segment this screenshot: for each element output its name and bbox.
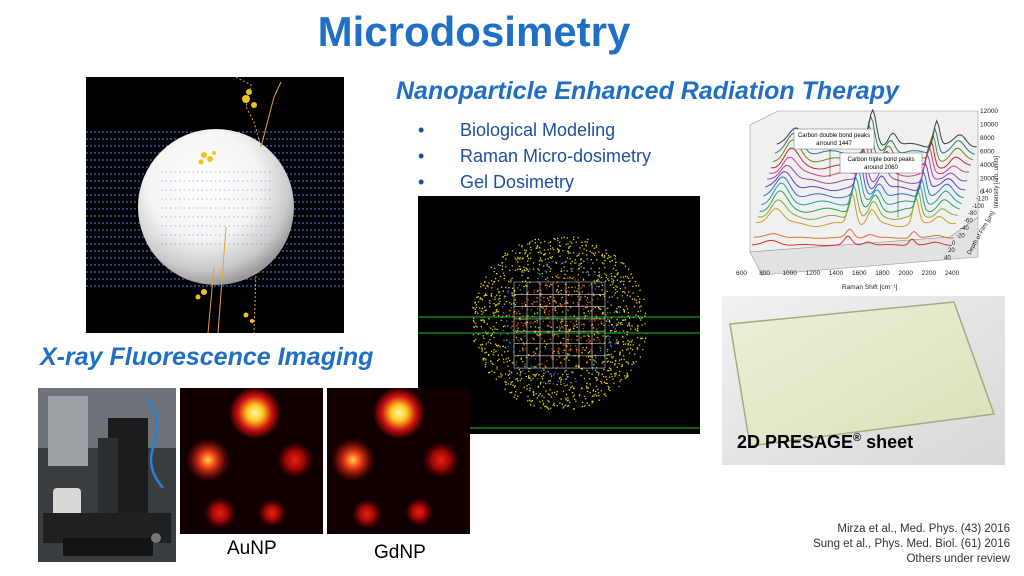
simulation-sphere-image bbox=[86, 77, 344, 333]
presage-label-suffix: sheet bbox=[861, 432, 914, 452]
gdnp-fluorescence-map bbox=[327, 388, 470, 534]
raman-x-tick: 2000 bbox=[898, 270, 913, 277]
presage-label-text: 2D PRESAGE bbox=[737, 432, 854, 452]
raman-x-tick: 600 bbox=[736, 270, 747, 277]
gdnp-caption: GdNP bbox=[374, 542, 426, 563]
slide-title: Microdosimetry bbox=[317, 8, 631, 55]
bullet-list: • Biological Modeling • Raman Micro-dosime… bbox=[418, 117, 651, 195]
raman-x-tick: 1600 bbox=[852, 270, 867, 277]
raman-spectrum-line bbox=[755, 190, 956, 228]
aunp-fluorescence-map bbox=[180, 388, 323, 534]
bullet-text: Biological Modeling bbox=[460, 120, 616, 140]
annotation-line: Carbon double bond peaks bbox=[798, 133, 870, 139]
aunp-caption: AuNP bbox=[227, 538, 277, 559]
raman-z-tick: 12000 bbox=[980, 108, 998, 115]
xray-fluorescence-heading: X-ray Fluorescence Imaging bbox=[40, 343, 374, 371]
annotation-line: Carbon triple bond peaks bbox=[847, 157, 914, 163]
bullet-item: • Raman Micro-dosimetry bbox=[418, 143, 651, 169]
raman-spectrum-line bbox=[759, 175, 960, 213]
raman-y-tick: 20 bbox=[948, 248, 955, 254]
raman-y-tick: -120 bbox=[976, 196, 989, 202]
reference-line: Others under review bbox=[906, 553, 1010, 565]
raman-x-tick: 1000 bbox=[782, 270, 797, 277]
presage-label: 2D PRESAGE® sheet bbox=[737, 432, 913, 453]
raman-z-tick: 0 bbox=[980, 189, 984, 196]
bullet-item: • Gel Dosimetry bbox=[418, 169, 651, 195]
xrf-setup-photo bbox=[38, 388, 176, 562]
raman-x-tick: 800 bbox=[759, 270, 770, 277]
raman-spectrum-line bbox=[763, 158, 964, 199]
registered-mark: ® bbox=[853, 432, 862, 444]
bullet-glyph: • bbox=[418, 146, 425, 166]
bullet-text: Raman Micro-dosimetry bbox=[460, 146, 652, 166]
raman-spectrum-line bbox=[774, 115, 975, 156]
raman-y-tick: 40 bbox=[944, 256, 951, 262]
raman-3d-plot: Carbon double bond peaks arround 1447 Ca… bbox=[722, 107, 1006, 294]
raman-annotation: Carbon double bond peaks arround 1447 Ca… bbox=[793, 128, 923, 217]
raman-x-tick: 1800 bbox=[875, 270, 890, 277]
annotation-line: arround 1447 bbox=[816, 141, 852, 147]
raman-z-tick: 10000 bbox=[980, 122, 998, 129]
raman-y-tick: -140 bbox=[980, 189, 993, 195]
reference-line: Sung et al., Phys. Med. Biol. (61) 2016 bbox=[813, 538, 1010, 550]
nanoparticle-heading: Nanoparticle Enhanced Radiation Therapy bbox=[396, 77, 899, 105]
raman-z-tick: 8000 bbox=[980, 135, 995, 142]
bullet-glyph: • bbox=[418, 172, 425, 192]
raman-x-tick: 1200 bbox=[806, 270, 821, 277]
raman-y-tick: -20 bbox=[956, 233, 965, 239]
raman-z-label: Intensity [arb. units] bbox=[994, 156, 1000, 208]
raman-z-tick: 6000 bbox=[980, 149, 995, 156]
raman-x-label: Raman Shift [cm⁻¹] bbox=[842, 284, 898, 291]
raman-y-tick: -80 bbox=[968, 211, 977, 217]
presage-sheet-photo bbox=[722, 296, 1005, 465]
bullet-glyph: • bbox=[418, 120, 425, 140]
annotation-line: around 2060 bbox=[864, 165, 898, 171]
reference-line: Mirza et al., Med. Phys. (43) 2016 bbox=[837, 523, 1010, 535]
raman-x-tick: 2400 bbox=[945, 270, 960, 277]
raman-z-tick: 2000 bbox=[980, 176, 995, 183]
raman-x-tick: 2200 bbox=[922, 270, 937, 277]
raman-z-tick: 4000 bbox=[980, 162, 995, 169]
references: Mirza et al., Med. Phys. (43) 2016 Sung … bbox=[813, 522, 1010, 567]
raman-spectrum-line bbox=[761, 166, 962, 206]
bullet-text: Gel Dosimetry bbox=[460, 172, 575, 192]
raman-spectrum-line bbox=[757, 184, 958, 220]
raman-y-tick: -60 bbox=[964, 219, 973, 225]
raman-spectrum-line bbox=[753, 228, 954, 239]
raman-y-tick: 0 bbox=[952, 241, 956, 247]
raman-y-tick: -40 bbox=[960, 226, 969, 232]
raman-spectrum-line bbox=[771, 132, 972, 170]
raman-spectrum-line bbox=[751, 235, 952, 246]
raman-y-tick: -100 bbox=[972, 204, 985, 210]
bullet-item: • Biological Modeling bbox=[418, 117, 651, 143]
raman-x-tick: 1400 bbox=[829, 270, 844, 277]
